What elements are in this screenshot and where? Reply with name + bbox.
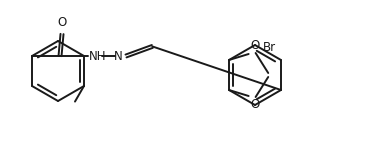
Text: NH: NH (89, 50, 107, 62)
Text: Br: Br (263, 41, 276, 54)
Text: O: O (57, 16, 66, 29)
Text: O: O (251, 98, 260, 111)
Text: O: O (251, 39, 260, 52)
Text: N: N (113, 50, 122, 62)
